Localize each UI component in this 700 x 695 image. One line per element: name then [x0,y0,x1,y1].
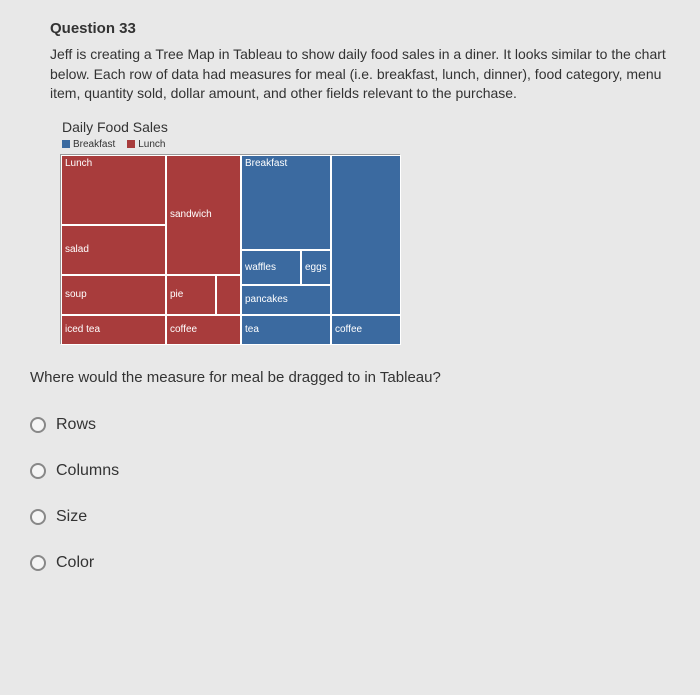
treemap-cell: sandwich [166,155,241,275]
treemap-cell: waffles [241,250,301,285]
treemap-cell: eggs [301,250,331,285]
treemap-cell: Lunch [61,155,166,225]
legend-label: Lunch [138,139,165,150]
treemap-cell: coffee [331,315,401,345]
answer-options: Rows Columns Size Color [30,416,670,572]
legend-swatch [62,140,70,148]
treemap-cell: Breakfast [241,155,331,250]
option-label: Columns [56,462,119,480]
legend-label: Breakfast [73,139,115,150]
treemap-cell: coffee [166,315,241,345]
answer-option[interactable]: Rows [30,416,670,434]
treemap-cell: pancakes [241,285,331,315]
treemap-cell: tea [241,315,331,345]
radio-icon[interactable] [30,555,46,571]
question-text: Jeff is creating a Tree Map in Tableau t… [50,45,670,104]
question-number: Question 33 [50,20,670,37]
legend-swatch [127,140,135,148]
radio-icon[interactable] [30,463,46,479]
option-label: Color [56,554,94,572]
treemap-area: Lunchsaladsoupiced teasandwichpiecoffeeB… [60,154,400,344]
answer-option[interactable]: Size [30,508,670,526]
radio-icon[interactable] [30,417,46,433]
treemap-cell: salad [61,225,166,275]
treemap-cell: iced tea [61,315,166,345]
followup-question: Where would the measure for meal be drag… [30,369,670,386]
chart-legend: Breakfast Lunch [62,139,670,150]
answer-option[interactable]: Color [30,554,670,572]
radio-icon[interactable] [30,509,46,525]
treemap-cell: pie [166,275,216,315]
answer-option[interactable]: Columns [30,462,670,480]
treemap-cell [331,155,401,315]
option-label: Size [56,508,87,526]
treemap-chart: Daily Food Sales BreakfastLunch Lunchsal… [60,119,670,344]
option-label: Rows [56,416,96,434]
treemap-cell [216,275,241,315]
chart-title: Daily Food Sales [62,119,670,135]
treemap-cell: soup [61,275,166,315]
